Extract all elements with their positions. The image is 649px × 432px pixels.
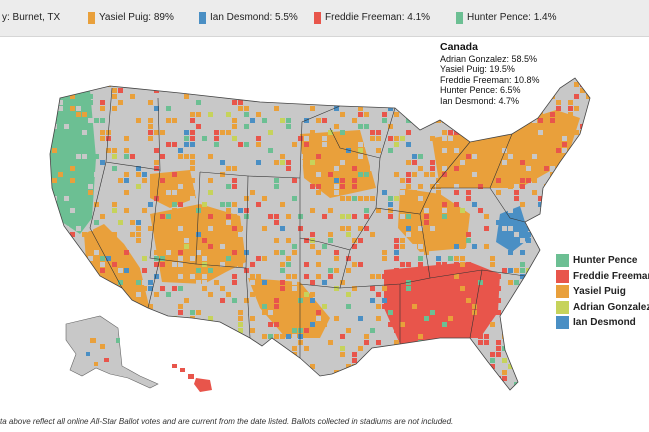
county-name: y: Burnet, TX	[2, 12, 61, 23]
canada-row-pence: Hunter Pence: 6.5%	[440, 85, 521, 96]
map-legend: Hunter Pence Freddie Freeman Yasiel Puig…	[556, 254, 649, 332]
county-stat-desmond: Ian Desmond: 5.5%	[199, 12, 298, 24]
legend-item-gonzalez: Adrian Gonzalez	[556, 300, 649, 315]
state-borders	[89, 87, 526, 358]
legend-item-puig: Yasiel Puig	[556, 285, 649, 299]
legend-label: Ian Desmond	[573, 317, 636, 329]
legend-swatch	[556, 285, 569, 299]
legend-swatch	[556, 316, 569, 330]
legend-label: Freddie Freeman	[573, 270, 649, 282]
canada-row-gonzalez: Adrian Gonzalez: 58.5%	[440, 53, 538, 64]
canada-row-freeman: Freddie Freeman: 10.8%	[440, 74, 540, 85]
swatch-puig	[88, 12, 95, 24]
legend-item-desmond: Ian Desmond	[556, 316, 649, 330]
county-stat-puig: Yasiel Puig: 89%	[88, 12, 174, 24]
hawaii	[172, 364, 212, 392]
canada-title: Canada	[440, 41, 478, 53]
canada-row-puig: Yasiel Puig: 19.5%	[440, 64, 515, 75]
swatch-desmond	[199, 12, 206, 24]
legend-item-pence: Hunter Pence	[556, 254, 649, 268]
us-outline	[49, 77, 591, 391]
county-stat-pence: Hunter Pence: 1.4%	[456, 12, 557, 24]
canada-row-desmond: Ian Desmond: 4.7%	[440, 95, 520, 106]
county-stat-desmond-label: Ian Desmond: 5.5%	[210, 12, 298, 23]
legend-label: Hunter Pence	[573, 255, 638, 266]
county-tooltip-bar: y: Burnet, TX Yasiel Puig: 89% Ian Desmo…	[0, 0, 649, 37]
canada-summary: Canada Adrian Gonzalez: 58.5% Yasiel Pui…	[440, 42, 540, 107]
legend-swatch	[556, 254, 569, 267]
legend-item-freeman: Freddie Freeman	[556, 269, 649, 284]
us-county-map[interactable]	[0, 38, 649, 414]
legend-swatch	[556, 300, 569, 314]
legend-label: Adrian Gonzalez	[573, 301, 649, 313]
swatch-freeman	[314, 12, 321, 24]
footnote: ta above reflect all online All-Star Bal…	[0, 417, 454, 426]
legend-label: Yasiel Puig	[573, 286, 626, 298]
county-stat-pence-label: Hunter Pence: 1.4%	[467, 12, 557, 23]
alaska	[65, 315, 159, 389]
county-regions	[50, 78, 590, 390]
legend-swatch	[556, 269, 569, 283]
county-stat-freeman: Freddie Freeman: 4.1%	[314, 12, 430, 24]
county-stat-freeman-label: Freddie Freeman: 4.1%	[325, 12, 431, 23]
county-stat-puig-label: Yasiel Puig: 89%	[99, 12, 174, 23]
swatch-pence	[456, 12, 463, 24]
